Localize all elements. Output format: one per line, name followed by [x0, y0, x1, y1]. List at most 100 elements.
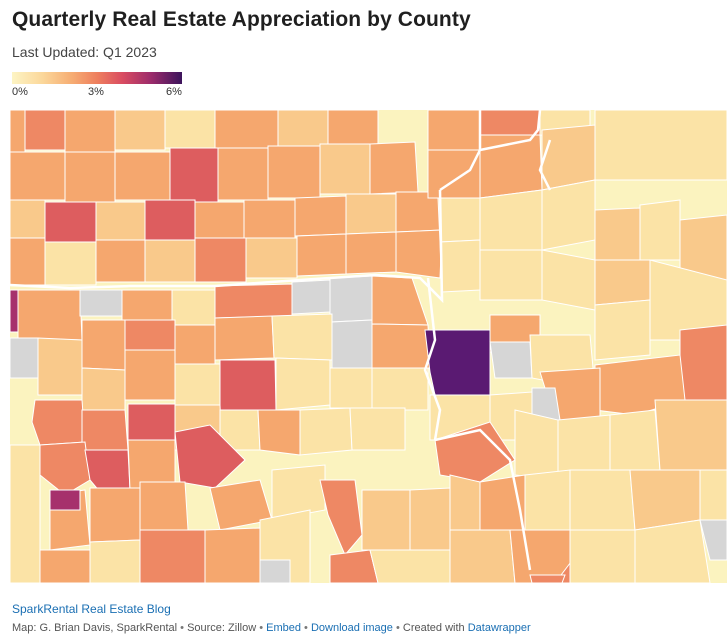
- county-peach[interactable]: [245, 237, 298, 279]
- county-pale[interactable]: [569, 469, 636, 531]
- county-orange[interactable]: [371, 323, 431, 369]
- county-nodata[interactable]: [489, 341, 533, 379]
- county-red[interactable]: [169, 147, 219, 203]
- county-pale[interactable]: [371, 367, 429, 411]
- county-pale[interactable]: [439, 239, 481, 293]
- county-orange[interactable]: [217, 147, 269, 201]
- county-red[interactable]: [144, 199, 196, 241]
- county-red[interactable]: [127, 403, 176, 441]
- county-pale[interactable]: [10, 444, 41, 583]
- county-orange[interactable]: [427, 149, 481, 199]
- county-salmon[interactable]: [139, 529, 206, 583]
- county-peach[interactable]: [114, 110, 166, 151]
- county-orange[interactable]: [64, 151, 116, 203]
- county-orange[interactable]: [243, 199, 296, 239]
- county-orange[interactable]: [89, 487, 141, 543]
- source-link[interactable]: SparkRental Real Estate Blog: [12, 602, 171, 616]
- county-magenta[interactable]: [10, 289, 19, 333]
- county-orange[interactable]: [214, 110, 279, 149]
- county-red[interactable]: [44, 201, 97, 243]
- county-nodata[interactable]: [331, 319, 373, 369]
- county-orange[interactable]: [10, 237, 46, 286]
- county-orange[interactable]: [294, 195, 347, 237]
- county-peach[interactable]: [409, 487, 451, 551]
- county-orange[interactable]: [114, 151, 171, 201]
- county-salmon[interactable]: [24, 110, 66, 151]
- county-peach[interactable]: [449, 474, 481, 531]
- county-pale[interactable]: [699, 469, 727, 521]
- download-image-link[interactable]: Download image: [310, 622, 393, 634]
- county-orange[interactable]: [10, 110, 26, 153]
- county-orange[interactable]: [267, 145, 321, 199]
- county-peach[interactable]: [629, 469, 701, 531]
- county-pale[interactable]: [639, 199, 681, 261]
- county-peach[interactable]: [144, 239, 196, 283]
- county-orange[interactable]: [371, 275, 429, 326]
- county-orange[interactable]: [17, 289, 83, 341]
- county-orange[interactable]: [214, 315, 275, 361]
- county-pale[interactable]: [171, 289, 216, 326]
- county-pale[interactable]: [594, 110, 727, 181]
- county-pale[interactable]: [479, 249, 543, 301]
- county-orange[interactable]: [204, 527, 261, 583]
- county-nodata[interactable]: [79, 289, 123, 317]
- county-salmon[interactable]: [194, 237, 247, 283]
- county-pale[interactable]: [369, 549, 451, 583]
- county-orange[interactable]: [64, 110, 116, 153]
- county-peach[interactable]: [345, 193, 397, 235]
- county-peach[interactable]: [594, 207, 641, 261]
- county-salmon[interactable]: [679, 324, 727, 401]
- county-map[interactable]: [10, 110, 727, 583]
- county-salmon[interactable]: [31, 399, 86, 446]
- county-orange[interactable]: [327, 110, 379, 145]
- county-orange[interactable]: [95, 239, 146, 283]
- county-peach[interactable]: [594, 259, 651, 306]
- embed-link[interactable]: Embed: [266, 622, 301, 634]
- county-salmon[interactable]: [124, 319, 176, 351]
- county-salmon[interactable]: [529, 574, 566, 583]
- county-peach[interactable]: [679, 214, 727, 281]
- county-salmon[interactable]: [39, 441, 91, 496]
- county-magenta[interactable]: [49, 489, 81, 511]
- county-orange[interactable]: [257, 409, 301, 456]
- county-pale[interactable]: [271, 313, 333, 361]
- county-salmon[interactable]: [434, 421, 516, 483]
- county-pale[interactable]: [437, 197, 481, 243]
- county-salmon[interactable]: [329, 549, 379, 583]
- county-peach[interactable]: [10, 199, 46, 239]
- county-peach[interactable]: [541, 124, 596, 191]
- county-pale[interactable]: [275, 357, 331, 411]
- county-peach[interactable]: [319, 143, 371, 195]
- county-orange[interactable]: [121, 289, 173, 321]
- county-orange[interactable]: [10, 151, 66, 201]
- county-red[interactable]: [219, 359, 277, 411]
- county-salmon[interactable]: [214, 283, 293, 319]
- datawrapper-link[interactable]: Datawrapper: [467, 622, 531, 634]
- county-red[interactable]: [174, 424, 246, 489]
- county-pale[interactable]: [634, 519, 711, 583]
- county-peach[interactable]: [361, 489, 411, 551]
- county-pale[interactable]: [479, 189, 543, 251]
- county-nodata[interactable]: [10, 337, 41, 379]
- county-orange[interactable]: [427, 110, 481, 151]
- county-orange[interactable]: [139, 481, 189, 531]
- county-pale[interactable]: [609, 409, 661, 471]
- county-peach[interactable]: [81, 367, 126, 411]
- county-pale[interactable]: [541, 249, 596, 311]
- county-orange[interactable]: [174, 324, 216, 365]
- county-orange[interactable]: [81, 319, 126, 371]
- county-orange[interactable]: [194, 201, 245, 239]
- county-peach[interactable]: [37, 337, 83, 396]
- county-orange[interactable]: [369, 141, 419, 195]
- county-salmon[interactable]: [319, 479, 363, 556]
- county-pale[interactable]: [164, 110, 216, 149]
- county-nodata[interactable]: [699, 519, 727, 561]
- county-pale[interactable]: [594, 299, 651, 361]
- county-pale[interactable]: [89, 539, 141, 583]
- county-nodata[interactable]: [329, 275, 373, 323]
- county-orange[interactable]: [296, 233, 347, 277]
- county-pale[interactable]: [44, 241, 97, 286]
- county-orange[interactable]: [345, 231, 397, 275]
- county-peach[interactable]: [277, 110, 329, 147]
- county-pale[interactable]: [524, 469, 571, 531]
